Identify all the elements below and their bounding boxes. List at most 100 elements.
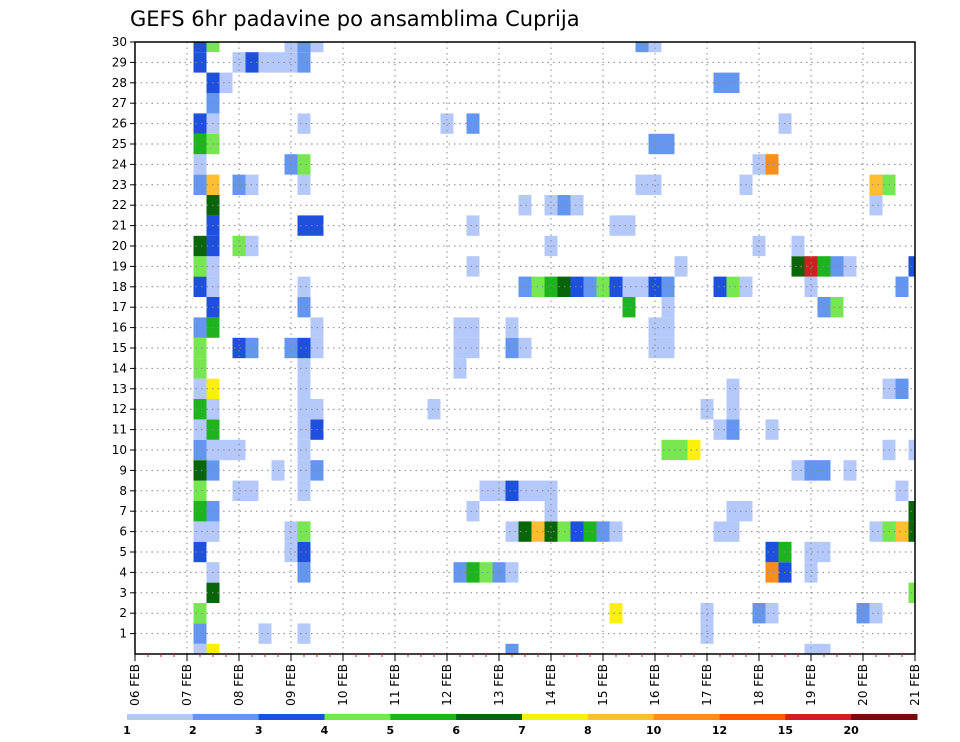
x-tick-label: 20 FEB: [856, 664, 870, 706]
heatmap-cell: [232, 52, 246, 73]
heatmap-cell: [609, 276, 623, 297]
heatmap-cell: [765, 603, 779, 624]
y-tick-label: 26: [112, 117, 127, 131]
y-tick-label: 30: [112, 35, 127, 49]
y-tick-label: 21: [112, 219, 127, 233]
heatmap-cell: [804, 276, 818, 297]
heatmap-cell: [609, 603, 623, 624]
y-tick-label: 24: [112, 157, 127, 171]
x-tick-label: 10 FEB: [336, 664, 350, 706]
heatmap-cell: [232, 480, 246, 501]
y-tick-label: 19: [112, 259, 127, 273]
heatmap-cell: [479, 480, 493, 501]
heatmap-cell: [284, 42, 298, 53]
x-tick-label: 14 FEB: [544, 664, 558, 706]
heatmap-cell: [765, 541, 779, 563]
x-tick-label: 21 FEB: [908, 664, 922, 706]
heatmap-cell: [193, 643, 207, 654]
legend-swatch: [127, 714, 194, 720]
heatmap-cell: [791, 460, 805, 481]
heatmap-cell: [544, 480, 558, 501]
legend-swatch: [587, 714, 655, 720]
y-tick-label: 5: [119, 545, 127, 559]
heatmap-cell: [804, 256, 818, 277]
legend-label: 3: [255, 724, 263, 737]
heatmap-cell: [297, 215, 311, 236]
heatmap-cell: [193, 378, 207, 399]
heatmap-cell: [583, 521, 597, 542]
heatmap-cell: [570, 195, 584, 216]
heatmap-cell: [297, 460, 311, 481]
heatmap-cell: [518, 337, 532, 359]
heatmap-cell: [869, 174, 883, 195]
y-tick-label: 9: [119, 463, 127, 477]
y-tick-label: 13: [112, 382, 127, 396]
y-tick-label: 16: [112, 321, 127, 335]
heatmap-cell: [206, 42, 220, 53]
y-tick-label: 22: [112, 198, 127, 212]
legend-label: 7: [518, 724, 526, 737]
y-tick-label: 4: [119, 565, 127, 579]
heatmap-cell: [726, 72, 740, 93]
x-tick-label: 17 FEB: [700, 664, 714, 706]
heatmap-cell: [297, 52, 311, 73]
heatmap-cell: [804, 541, 818, 563]
heatmap-cell: [219, 72, 233, 93]
x-tick-label: 09 FEB: [284, 664, 298, 706]
heatmap-cell: [505, 337, 519, 359]
heatmap-cell: [284, 337, 298, 359]
y-tick-label: 25: [112, 137, 127, 151]
heatmap-cell: [583, 276, 597, 297]
legend-label: 2: [189, 724, 197, 737]
heatmap-cell: [193, 317, 207, 338]
heatmap-cell: [505, 317, 519, 338]
heatmap-cell: [687, 439, 701, 461]
heatmap-cell: [297, 358, 311, 379]
heatmap-cell: [297, 154, 311, 175]
legend-swatch: [192, 714, 260, 720]
heatmap-cell: [817, 643, 831, 654]
heatmap-cell: [193, 501, 207, 522]
heatmap-cell: [544, 195, 558, 216]
legend-swatch: [390, 714, 457, 720]
heatmap-cell: [232, 174, 246, 195]
heatmap-cell: [297, 297, 311, 318]
heatmap-cell: [791, 256, 805, 277]
heatmap-cell: [895, 521, 909, 542]
heatmap-cell: [193, 113, 207, 134]
chart-title: GEFS 6hr padavine po ansamblima Cuprija: [130, 7, 580, 31]
y-tick-label: 6: [119, 525, 127, 539]
heatmap-cell: [661, 337, 675, 359]
heatmap-cell: [427, 399, 441, 420]
heatmap-cell: [193, 521, 207, 542]
heatmap-cell: [206, 643, 220, 654]
heatmap-cell: [466, 256, 480, 277]
heatmap-cell: [258, 52, 272, 73]
y-tick-label: 17: [112, 300, 127, 314]
heatmap-cell: [726, 501, 740, 522]
heatmap-cell: [297, 419, 311, 440]
y-tick-label: 7: [119, 504, 127, 518]
heatmap-cell: [479, 562, 493, 583]
y-tick-label: 11: [112, 423, 127, 437]
heatmap-cell: [193, 460, 207, 481]
heatmap-cell: [193, 337, 207, 359]
heatmap-cell: [440, 113, 454, 134]
heatmap-cell: [297, 337, 311, 359]
heatmap-cell: [713, 72, 727, 93]
y-tick-label: 28: [112, 76, 127, 90]
legend-label: 6: [452, 724, 460, 737]
heatmap-cell: [752, 603, 766, 624]
heatmap-cell: [505, 521, 519, 542]
y-tick-label: 1: [119, 627, 127, 641]
heatmap-cell: [297, 113, 311, 134]
heatmap-cell: [713, 521, 727, 542]
heatmap-cell: [193, 133, 207, 155]
y-tick-label: 20: [112, 239, 127, 253]
heatmap-cell: [193, 174, 207, 195]
legend-swatch: [522, 714, 589, 720]
legend-label: 1: [123, 724, 131, 737]
x-tick-label: 08 FEB: [232, 664, 246, 706]
legend-swatch: [456, 714, 523, 720]
y-tick-label: 15: [112, 341, 127, 355]
